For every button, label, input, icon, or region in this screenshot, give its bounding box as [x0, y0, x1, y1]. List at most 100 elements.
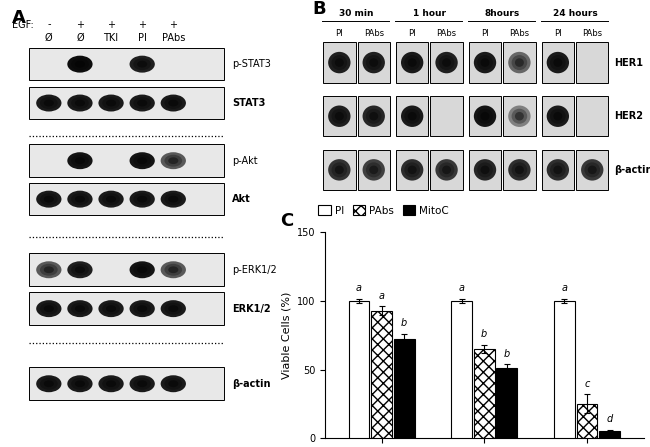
Text: ERK1/2: ERK1/2: [233, 304, 271, 314]
Ellipse shape: [168, 100, 178, 106]
Bar: [29, 367, 224, 400]
Bar: [323, 96, 356, 136]
Ellipse shape: [75, 266, 85, 273]
Ellipse shape: [480, 58, 489, 67]
Bar: [394, 339, 415, 438]
Bar: [469, 150, 501, 190]
Ellipse shape: [137, 305, 148, 312]
Ellipse shape: [168, 305, 178, 312]
Text: PAbs: PAbs: [582, 29, 603, 38]
Ellipse shape: [137, 196, 148, 202]
Ellipse shape: [477, 109, 493, 124]
Ellipse shape: [44, 305, 54, 312]
Ellipse shape: [71, 303, 89, 315]
Text: PAbs: PAbs: [363, 29, 383, 38]
Ellipse shape: [137, 157, 148, 164]
Ellipse shape: [129, 56, 155, 72]
Ellipse shape: [584, 162, 600, 177]
Text: A: A: [12, 9, 26, 27]
Ellipse shape: [164, 193, 182, 205]
Bar: [358, 96, 390, 136]
Text: TKI: TKI: [103, 33, 118, 43]
Ellipse shape: [102, 193, 120, 205]
Bar: [430, 150, 463, 190]
Bar: [541, 150, 574, 190]
Text: PI: PI: [138, 33, 147, 43]
Ellipse shape: [133, 264, 151, 276]
Ellipse shape: [40, 303, 58, 315]
Bar: [396, 150, 428, 190]
Text: B: B: [312, 0, 326, 18]
Ellipse shape: [36, 95, 62, 111]
Ellipse shape: [369, 58, 378, 67]
Ellipse shape: [161, 261, 186, 278]
Text: PI: PI: [408, 29, 416, 38]
Text: Akt: Akt: [233, 194, 251, 204]
Ellipse shape: [550, 109, 566, 124]
Bar: [430, 96, 463, 136]
Ellipse shape: [508, 159, 530, 181]
Ellipse shape: [161, 191, 186, 207]
Ellipse shape: [477, 162, 493, 177]
Text: STAT3: STAT3: [233, 98, 266, 108]
Ellipse shape: [68, 375, 92, 392]
Ellipse shape: [133, 378, 151, 390]
Ellipse shape: [335, 112, 344, 121]
Ellipse shape: [480, 165, 489, 174]
Ellipse shape: [164, 155, 182, 167]
Text: +: +: [76, 20, 84, 30]
Ellipse shape: [363, 105, 385, 127]
Ellipse shape: [442, 58, 451, 67]
Ellipse shape: [480, 112, 489, 121]
Ellipse shape: [550, 162, 566, 177]
Ellipse shape: [442, 165, 451, 174]
Y-axis label: Viable Cells (%): Viable Cells (%): [281, 291, 291, 379]
Bar: [474, 349, 495, 438]
Text: PI: PI: [335, 29, 343, 38]
Ellipse shape: [137, 266, 148, 273]
Bar: [29, 48, 224, 80]
Ellipse shape: [474, 159, 496, 181]
Ellipse shape: [515, 58, 524, 67]
Ellipse shape: [102, 97, 120, 109]
Text: PAbs: PAbs: [162, 33, 185, 43]
Bar: [29, 253, 224, 286]
Ellipse shape: [515, 165, 524, 174]
Ellipse shape: [36, 191, 62, 207]
Bar: [29, 144, 224, 177]
Ellipse shape: [75, 380, 85, 387]
Bar: [576, 42, 608, 83]
Ellipse shape: [404, 109, 420, 124]
Bar: [469, 42, 501, 83]
Ellipse shape: [71, 264, 89, 276]
Ellipse shape: [75, 196, 85, 202]
Ellipse shape: [98, 300, 124, 317]
Bar: [577, 404, 597, 438]
Bar: [348, 301, 369, 438]
Text: β-actin: β-actin: [614, 165, 650, 175]
Ellipse shape: [164, 378, 182, 390]
Ellipse shape: [36, 375, 62, 392]
Bar: [396, 42, 428, 83]
Text: C: C: [280, 212, 294, 230]
Text: β-actin: β-actin: [233, 379, 271, 389]
Text: p-STAT3: p-STAT3: [233, 59, 271, 69]
Ellipse shape: [363, 52, 385, 73]
Text: 8hours: 8hours: [485, 9, 520, 18]
Ellipse shape: [40, 378, 58, 390]
Bar: [576, 150, 608, 190]
Ellipse shape: [106, 380, 116, 387]
Ellipse shape: [106, 100, 116, 106]
Ellipse shape: [401, 159, 423, 181]
Ellipse shape: [164, 303, 182, 315]
Ellipse shape: [404, 162, 420, 177]
Ellipse shape: [553, 165, 562, 174]
Text: a: a: [378, 291, 385, 301]
Ellipse shape: [133, 193, 151, 205]
Ellipse shape: [68, 152, 92, 169]
Bar: [541, 96, 574, 136]
Ellipse shape: [328, 52, 350, 73]
Ellipse shape: [335, 58, 344, 67]
Text: -: -: [47, 20, 51, 30]
Bar: [358, 150, 390, 190]
